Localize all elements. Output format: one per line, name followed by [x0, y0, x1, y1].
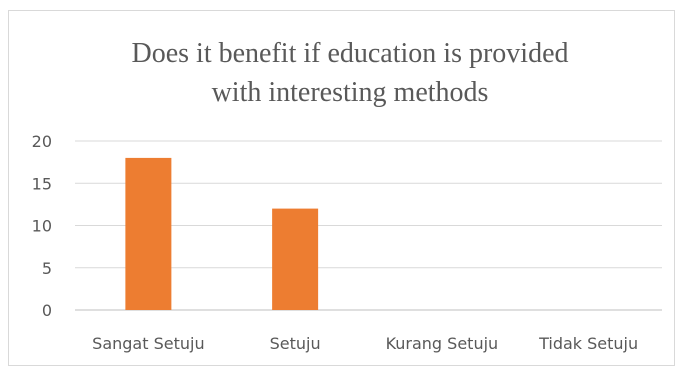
x-category-label: Setuju — [270, 334, 321, 353]
y-tick-label: 15 — [32, 174, 52, 193]
x-category-label: Sangat Setuju — [92, 334, 204, 353]
chart-frame — [8, 10, 675, 366]
x-category-label: Kurang Setuju — [386, 334, 499, 353]
y-tick-label: 10 — [32, 217, 52, 236]
bar-sangat-setuju — [125, 157, 172, 310]
chart-title-line-2: with interesting methods — [212, 77, 489, 108]
bar-setuju — [272, 208, 319, 310]
y-tick-label: 0 — [42, 301, 52, 320]
y-tick-label: 20 — [32, 132, 52, 151]
chart-title-line-1: Does it benefit if education is provided — [132, 38, 569, 69]
x-category-label: Tidak Setuju — [538, 334, 638, 353]
y-tick-label: 5 — [42, 259, 52, 278]
